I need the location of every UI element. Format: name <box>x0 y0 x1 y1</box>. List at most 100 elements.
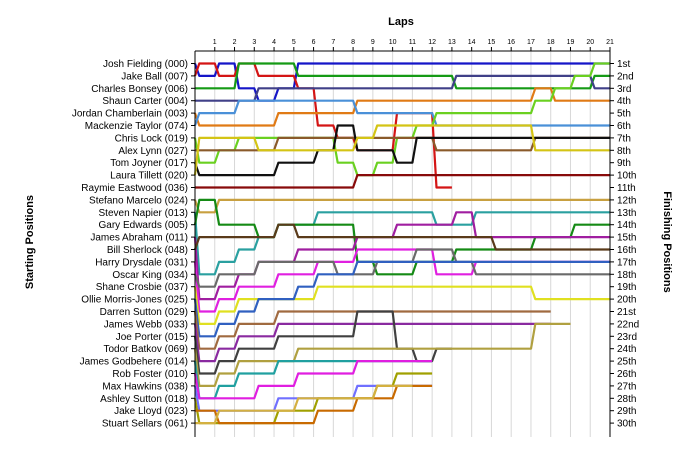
driver-label: Chris Lock (019) <box>115 133 188 144</box>
driver-label: Shaun Carter (004) <box>102 96 188 107</box>
finish-label: 25th <box>617 357 636 368</box>
finish-label: 11th <box>617 183 636 194</box>
series-line <box>193 248 610 288</box>
series-lines <box>193 62 610 425</box>
plot-axes <box>191 47 614 437</box>
y-axis-title-right: Finishing Positions <box>661 191 673 292</box>
finish-label: 29th <box>617 406 636 417</box>
finish-label: 9th <box>617 158 631 169</box>
driver-label: Mackenzie Taylor (074) <box>85 121 188 132</box>
finish-label: 10th <box>617 171 636 182</box>
driver-label: Steven Napier (013) <box>99 208 189 219</box>
finish-label: 6th <box>617 121 631 132</box>
driver-label: Darren Sutton (029) <box>100 307 188 318</box>
finish-label: 8th <box>617 146 631 157</box>
x-tick-label: 14 <box>468 39 476 46</box>
series-line <box>193 62 610 177</box>
finish-label: 13th <box>617 208 636 219</box>
driver-label: Raymie Eastwood (036) <box>81 183 188 194</box>
finish-label: 24th <box>617 344 636 355</box>
finish-label: 15th <box>617 233 636 244</box>
driver-label: Laura Tillett (020) <box>110 171 188 182</box>
driver-label: Tom Joyner (017) <box>110 158 188 169</box>
x-tick-label: 8 <box>351 39 355 46</box>
x-tick-label: 5 <box>292 39 296 46</box>
driver-label: Bill Sherlock (048) <box>107 245 188 256</box>
x-tick-label: 12 <box>428 39 436 46</box>
x-tick-label: 17 <box>527 39 535 46</box>
y-axis-title-left: Starting Positions <box>24 195 36 289</box>
series-line <box>193 99 610 127</box>
driver-label: James Godbehere (014) <box>80 357 188 368</box>
driver-label: Stefano Marcelo (024) <box>89 195 188 206</box>
x-tick-label: 13 <box>448 39 456 46</box>
series-line <box>195 384 433 425</box>
finish-label: 1st <box>617 59 631 70</box>
finish-label: 5th <box>617 109 631 120</box>
x-tick-label: 6 <box>312 39 316 46</box>
finish-label: 19th <box>617 282 636 293</box>
finish-label: 3rd <box>617 84 631 95</box>
x-tick-label: 9 <box>371 39 375 46</box>
driver-label: Rob Foster (010) <box>112 369 188 380</box>
x-tick-label: 1 <box>213 39 217 46</box>
series-line <box>193 310 452 375</box>
finish-label: 17th <box>617 257 636 268</box>
finish-label: 18th <box>617 270 636 281</box>
driver-label: Max Hawkins (038) <box>102 381 188 392</box>
x-tick-label: 2 <box>233 39 237 46</box>
driver-label: Shane Crosbie (037) <box>96 282 188 293</box>
finish-label: 20th <box>617 295 636 306</box>
x-axis-title: Laps <box>388 16 414 28</box>
finish-label: 27th <box>617 381 636 392</box>
series-line <box>195 74 610 102</box>
finish-label: 26th <box>617 369 636 380</box>
x-tick-label: 19 <box>567 39 575 46</box>
series-line <box>193 124 610 176</box>
x-tick-label: 4 <box>272 39 276 46</box>
x-tick-label: 7 <box>331 39 335 46</box>
starting-position-labels: Josh Fielding (000)Jake Ball (007) Charle… <box>72 59 188 430</box>
driver-label: Ollie Morris-Jones (025) <box>81 295 188 306</box>
driver-label: Charles Bonsey (006) <box>91 84 188 95</box>
driver-label: Todor Batkov (069) <box>104 344 189 355</box>
finish-label: 28th <box>617 394 636 405</box>
finish-label: 14th <box>617 220 636 231</box>
driver-label: Jake Lloyd (023) <box>114 406 188 417</box>
series-line <box>193 124 610 177</box>
x-tick-label: 18 <box>547 39 555 46</box>
driver-label: Harry Drysdale (031) <box>95 257 188 268</box>
driver-label: Joe Porter (015) <box>116 332 188 343</box>
driver-label: Gary Edwards (005) <box>99 220 188 231</box>
finish-label: 7th <box>617 133 631 144</box>
driver-label: Jordan Chamberlain (003) <box>72 109 188 120</box>
series-line <box>193 198 610 214</box>
series-line <box>193 223 610 251</box>
driver-label: James Webb (033) <box>104 319 188 330</box>
driver-label: Alex Lynn (027) <box>118 146 188 157</box>
finish-label: 4th <box>617 96 631 107</box>
x-tick-label: 15 <box>488 39 496 46</box>
series-line <box>195 174 610 189</box>
x-tick-label: 11 <box>409 39 416 46</box>
finish-label: 12th <box>617 195 636 206</box>
finish-label: 23rd <box>617 332 637 343</box>
series-line <box>195 384 413 425</box>
series-line <box>193 260 610 338</box>
driver-label: James Abraham (011) <box>90 233 188 244</box>
x-tick-label: 16 <box>507 39 515 46</box>
x-tick-label: 10 <box>389 39 397 46</box>
driver-label: Stuart Sellars (061) <box>102 419 188 430</box>
driver-label: Oscar King (034) <box>112 270 188 281</box>
series-line <box>193 322 571 387</box>
series-line <box>193 360 433 400</box>
x-tick-label: 3 <box>252 39 256 46</box>
finish-label: 30th <box>617 419 636 430</box>
finish-label: 16th <box>617 245 636 256</box>
x-tick-labels: 1 2 3 4 5 6 7 8 9 10 11 12 13 14 15 16 17 18 19 20 21 <box>213 39 614 46</box>
finish-label: 22nd <box>617 319 639 330</box>
driver-label: Josh Fielding (000) <box>103 59 188 70</box>
series-line <box>193 87 610 127</box>
